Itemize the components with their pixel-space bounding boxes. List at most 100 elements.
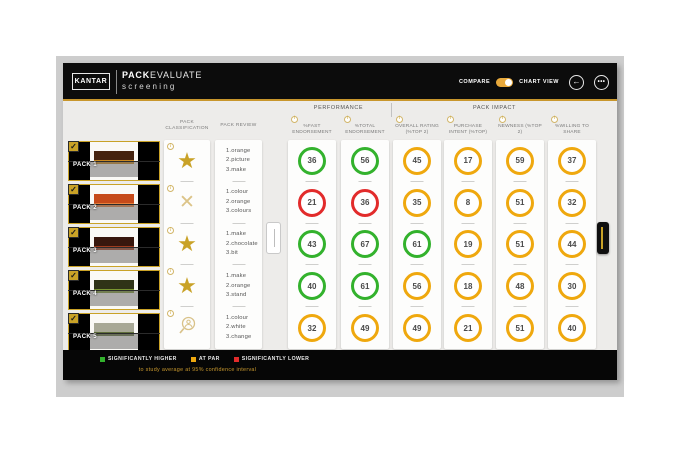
info-icon[interactable]: i — [447, 116, 454, 123]
classification-cell: i ★ ✕ — [164, 265, 210, 307]
yellow-square-icon — [190, 356, 196, 362]
classification-cell: i ★ ✕ — [164, 140, 210, 182]
metric-cell: 61 — [393, 224, 441, 266]
checkbox-checked-icon[interactable]: ✓ — [68, 141, 79, 152]
section-pack-impact: PACK IMPACT — [472, 105, 517, 111]
metric-circle: 21 — [298, 188, 326, 217]
pack-label: PACK 5 — [73, 334, 97, 340]
metric-cell: 18 — [444, 265, 492, 307]
green-square-icon — [100, 356, 105, 362]
info-icon[interactable]: i — [167, 226, 174, 234]
column-overall-rating: 45 35 61 56 49 — [393, 140, 441, 349]
info-icon[interactable]: i — [396, 116, 403, 123]
metric-cell: 49 — [393, 307, 441, 349]
pack-thumbnail-4[interactable]: ✓ PACK 4 — [68, 270, 160, 310]
metric-cell: 21 — [288, 182, 336, 224]
star-icon: ★ — [177, 273, 197, 299]
metric-cell: 36 — [341, 182, 389, 224]
metric-circle: 45 — [403, 146, 431, 175]
metric-circle: 61 — [403, 230, 431, 259]
menu-button[interactable]: ••• — [594, 74, 609, 90]
footer-bar: SIGNIFICANTLY HIGHER AT PAR SIGNIFICANTL… — [63, 350, 617, 380]
column-newness: 59 51 51 48 51 — [496, 140, 544, 349]
metric-circle: 32 — [558, 188, 586, 217]
pack-label: PACK 1 — [73, 162, 97, 168]
checkbox-checked-icon[interactable]: ✓ — [68, 184, 79, 195]
metric-circle: 30 — [558, 272, 586, 301]
column-classification: i ★ ✕ i ★ ✕ i ★ ✕ i ★ ✕ — [164, 140, 210, 349]
section-performance: PERFORMANCE — [313, 105, 364, 111]
metric-circle: 51 — [506, 230, 534, 259]
metric-circle: 56 — [403, 272, 431, 301]
metric-circle: 49 — [403, 314, 431, 343]
metric-circle: 17 — [454, 146, 482, 175]
pack-thumbnail-1[interactable]: ✓ PACK 1 — [68, 141, 160, 181]
right-panel-handle[interactable] — [597, 222, 609, 254]
metric-cell: 19 — [444, 224, 492, 266]
pack-label: PACK 2 — [73, 205, 97, 211]
metric-cell: 43 — [288, 224, 336, 266]
metric-circle: 35 — [403, 188, 431, 217]
review-cell: 1.colour 2.orange 3.colours — [215, 182, 262, 224]
app-window: KANTAR PACKEVALUATE screening COMPARE CH… — [63, 63, 617, 380]
magnifier-person-icon — [177, 316, 197, 341]
info-icon[interactable]: i — [551, 116, 558, 123]
metric-cell: 56 — [341, 140, 389, 182]
metric-cell: 36 — [288, 140, 336, 182]
pack-thumbnail-5[interactable]: ✓ PACK 5 — [68, 313, 160, 353]
ellipsis-icon: ••• — [597, 79, 606, 85]
info-icon[interactable]: i — [167, 310, 174, 318]
metric-cell: 40 — [548, 307, 596, 349]
info-icon[interactable]: i — [167, 143, 174, 150]
metric-circle: 19 — [454, 230, 482, 259]
metric-circle: 56 — [351, 146, 379, 175]
review-cell: 1.make 2.orange 3.stand — [215, 265, 262, 307]
metric-cell: 59 — [496, 140, 544, 182]
column-header-fast-endorsement: i %FAST ENDORSEMENT — [291, 116, 332, 136]
kantar-logo: KANTAR — [72, 73, 110, 90]
metric-cell: 32 — [548, 182, 596, 224]
metric-cell: 32 — [288, 307, 336, 349]
info-icon[interactable]: i — [167, 268, 174, 276]
back-button[interactable]: ← — [569, 74, 584, 90]
star-icon: ★ — [177, 231, 197, 257]
info-icon[interactable]: i — [291, 116, 298, 123]
review-cell: 1.colour 2.white 3.change — [226, 314, 252, 340]
checkbox-checked-icon[interactable]: ✓ — [68, 270, 79, 281]
metric-circle: 37 — [558, 146, 586, 175]
metric-cell: 35 — [393, 182, 441, 224]
info-icon[interactable]: i — [167, 184, 174, 192]
info-icon[interactable]: i — [499, 116, 506, 123]
pack-thumbnail-2[interactable]: ✓ PACK 2 — [68, 184, 160, 224]
checkbox-checked-icon[interactable]: ✓ — [68, 227, 79, 238]
metric-cell: 30 — [548, 265, 596, 307]
app-title: PACKEVALUATE screening — [122, 70, 202, 91]
metric-cell: 48 — [496, 265, 544, 307]
cross-icon: ✕ — [179, 192, 195, 214]
pack-thumbnail-3[interactable]: ✓ PACK 3 — [68, 227, 160, 267]
toggle-knob-icon — [505, 78, 513, 86]
metric-circle: 40 — [558, 314, 586, 343]
column-willing-to-share: 37 32 44 30 40 — [548, 140, 596, 349]
metric-circle: 8 — [454, 188, 482, 217]
compare-chart-toggle[interactable] — [496, 77, 514, 87]
review-cell: 1.make 2.chocolate 3.bit — [215, 224, 262, 266]
metric-circle: 61 — [351, 272, 379, 301]
titlebar-controls: COMPARE CHART VIEW ← ••• — [459, 63, 609, 101]
star-icon: ★ — [177, 147, 197, 173]
metric-circle: 43 — [298, 230, 326, 259]
compare-label: COMPARE — [458, 79, 491, 85]
metric-circle: 18 — [454, 272, 482, 301]
back-arrow-icon: ← — [572, 77, 581, 86]
checkbox-checked-icon[interactable]: ✓ — [68, 313, 79, 324]
review-scrollbar-handle[interactable] — [266, 222, 281, 254]
metric-cell: 51 — [496, 224, 544, 266]
metric-circle: 67 — [351, 230, 379, 259]
metric-cell: 37 — [548, 140, 596, 182]
metric-circle: 32 — [298, 314, 326, 343]
info-icon[interactable]: i — [344, 116, 351, 123]
legend-item-at-par: AT PAR — [190, 356, 220, 362]
column-total-endorsement: 56 36 67 61 49 — [341, 140, 389, 349]
review-cell: 1.orange 2.picture 3.make — [215, 140, 262, 182]
